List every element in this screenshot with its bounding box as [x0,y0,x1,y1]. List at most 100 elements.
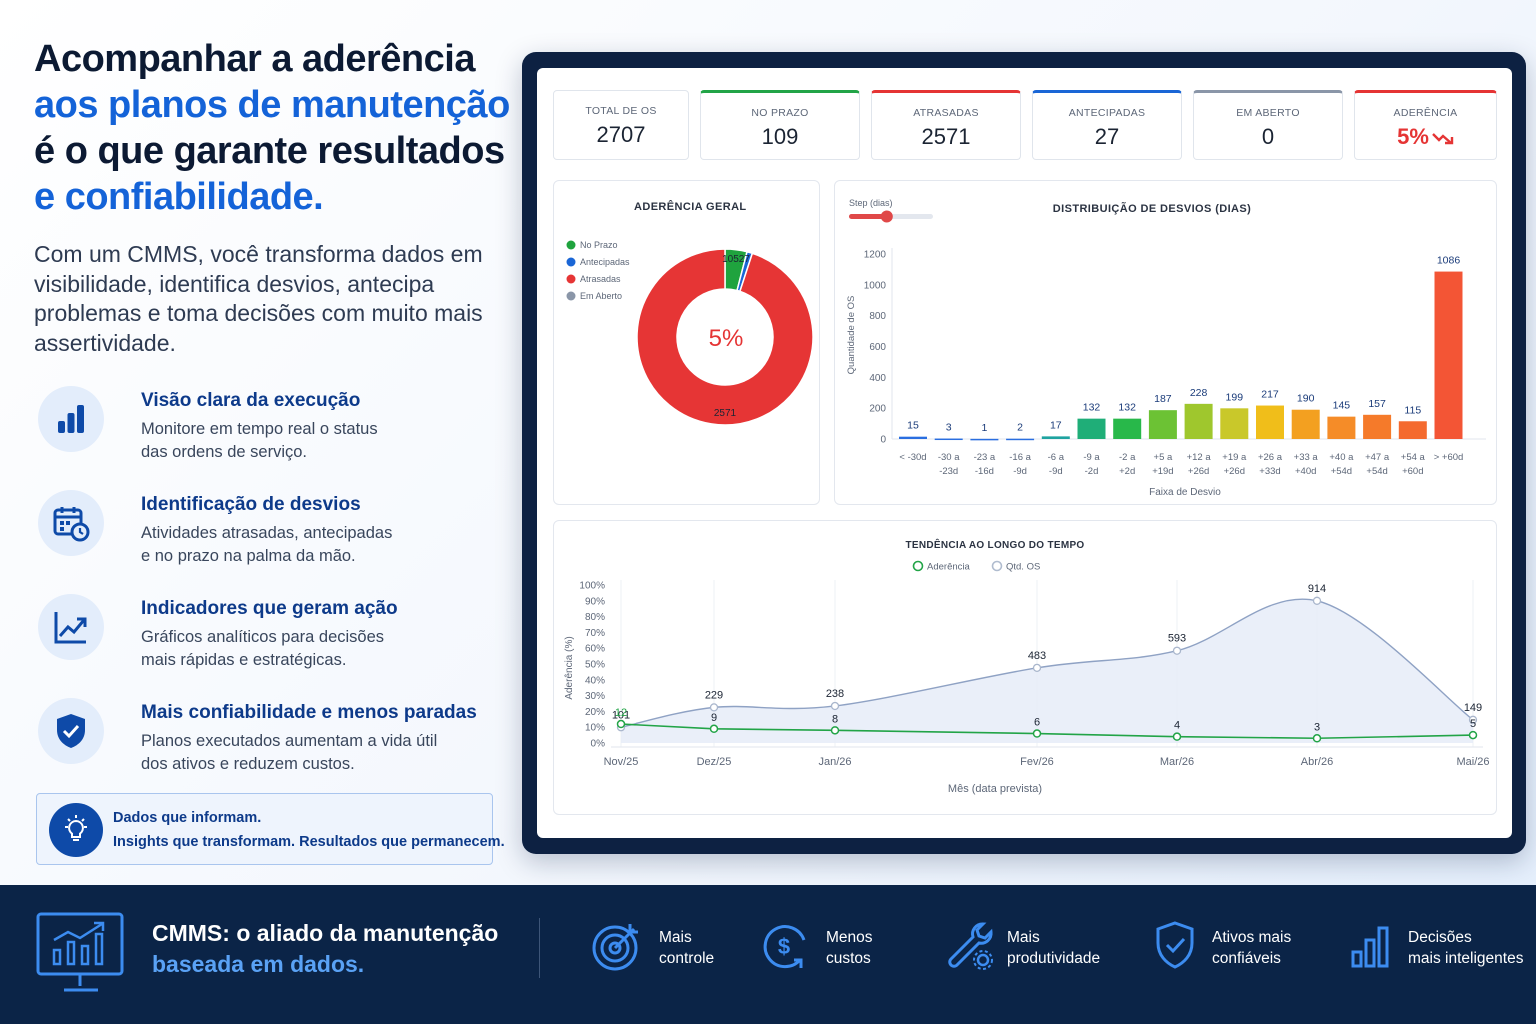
feature-item: Indicadores que geram ação Gráficos anal… [34,594,514,698]
bar-category-label: +2d [1119,466,1135,477]
kpi-card[interactable]: EM ABERTO 0 [1193,90,1343,160]
trend-point-os[interactable] [1312,596,1322,605]
trend-point-os[interactable] [709,703,719,712]
wrench-gear-icon [945,920,995,977]
donut-legend-label: No Prazo [580,240,618,250]
footer-item-line-1: Decisões [1408,929,1472,946]
bar[interactable] [970,438,999,441]
kpi-label: NO PRAZO [751,107,809,119]
quote-line-1: Dados que informam. [113,810,262,826]
trend-title: TENDÊNCIA AO LONGO DO TEMPO [905,538,1084,551]
trend-x-tick-label: Jan/26 [818,756,851,768]
slider-label: Step (dias) [849,198,893,208]
slider-handle[interactable] [880,210,893,223]
trend-adherence-label: 8 [832,713,838,725]
bar-chart-title: DISTRIBUIÇÃO DE DESVIOS (DIAS) [1053,202,1251,215]
bar[interactable] [1006,438,1035,441]
bar-value-label: 145 [1333,400,1351,412]
trend-y-tick-label: 20% [585,707,605,718]
trend-os-label: 914 [1308,583,1326,595]
lightbulb-icon [49,803,103,857]
bar-category-label: > +60d [1434,452,1464,463]
bar-category-label: -6 a [1048,452,1065,463]
trend-adherence-label: 12 [615,707,627,719]
bar-category-label: +5 a [1154,452,1173,463]
donut-slice-label: 10527 [722,254,750,265]
bar[interactable] [1291,409,1320,439]
trend-adherence-label: 3 [1314,721,1320,733]
bar[interactable] [1041,436,1070,439]
trend-point-os[interactable] [1032,663,1042,673]
feature-title: Identificação de desvios [141,494,361,515]
bar[interactable] [1434,271,1463,439]
bar-y-tick-label: 1200 [864,250,887,261]
bar[interactable] [1327,416,1356,439]
bar-category-label: +26d [1224,466,1245,477]
bar-category-label: -9d [1049,466,1063,477]
step-slider[interactable] [846,209,936,225]
trend-point-adherence[interactable] [1468,730,1478,740]
bar-category-label: < -30d [899,452,926,463]
bar-value-label: 1086 [1437,255,1461,267]
kpi-value: 2571 [921,124,971,149]
bar-y-axis-label: Quantidade de OS [846,296,857,375]
bar-chart-icon [1350,920,1392,977]
feature-description-line: Gráficos analíticos para decisões [141,628,385,646]
donut-slice[interactable] [636,248,814,426]
kpi-value: 2707 [596,122,646,147]
trend-point-adherence[interactable] [830,726,840,735]
trend-adherence-label: 4 [1174,720,1180,732]
kpi-card[interactable]: ADERÊNCIA 5% [1354,90,1497,160]
bar[interactable] [1113,418,1142,439]
donut-legend-label: Antecipadas [580,257,630,267]
trend-point-os[interactable] [1172,646,1182,655]
trend-point-adherence[interactable] [709,724,719,734]
trend-point-adherence[interactable] [616,719,626,729]
slider-fill [849,214,887,219]
bar[interactable] [1077,418,1106,439]
trend-up-icon [38,594,104,660]
bar-category-label: +33 a [1294,452,1319,463]
bar-category-label: +26d [1188,466,1209,477]
bar[interactable] [1148,410,1177,439]
trend-point-os[interactable] [1468,715,1478,724]
legend-marker-adherence [912,560,924,572]
kpi-card[interactable]: ATRASADAS 2571 [871,90,1021,160]
footer-item-line-2: controle [659,950,715,967]
trend-adherence-label: 6 [1034,717,1040,729]
bar[interactable] [1363,414,1392,439]
bar[interactable] [1184,403,1213,439]
bar-category-label: -23d [939,466,958,477]
bar[interactable] [1398,421,1427,439]
trend-y-tick-label: 60% [585,644,605,655]
bar[interactable] [1220,408,1249,439]
bar-value-label: 3 [946,422,952,434]
trend-point-adherence[interactable] [1032,729,1042,738]
bar-category-label: +60d [1402,466,1423,477]
kpi-card[interactable]: TOTAL DE OS 2707 [553,90,689,160]
bar[interactable] [934,438,963,441]
kpi-card[interactable]: ANTECIPADAS 27 [1032,90,1182,160]
trend-point-adherence[interactable] [1312,734,1322,743]
feature-description-line: Planos executados aumentam a vida útil [141,732,438,750]
footer-headline-1: CMMS: o aliado da manutenção [152,920,499,946]
trend-point-adherence[interactable] [1172,732,1182,741]
trend-point-os[interactable] [830,701,840,711]
bar-category-label: +40 a [1329,452,1354,463]
bar-value-label: 217 [1261,389,1279,401]
bar-category-label: -9d [1013,466,1027,477]
feature-item: Identificação de desvios Atividades atra… [34,490,514,594]
trend-y-tick-label: 30% [585,691,605,702]
kpi-card[interactable]: NO PRAZO 109 [700,90,860,160]
bar-value-label: 157 [1368,398,1386,410]
donut-legend-marker [566,291,576,301]
bar[interactable] [1256,405,1284,439]
trend-y-tick-label: 90% [585,596,605,607]
feature-description: Atividades atrasadas, antecipadas e no pr… [141,522,441,568]
bar[interactable] [899,436,927,439]
footer-item-line-1: Menos [826,929,873,946]
trend-y-tick-label: 100% [579,581,605,592]
bar-category-label: -2d [1085,466,1099,477]
calendar-clock-icon [38,490,104,556]
bar-y-tick-label: 800 [869,311,886,322]
